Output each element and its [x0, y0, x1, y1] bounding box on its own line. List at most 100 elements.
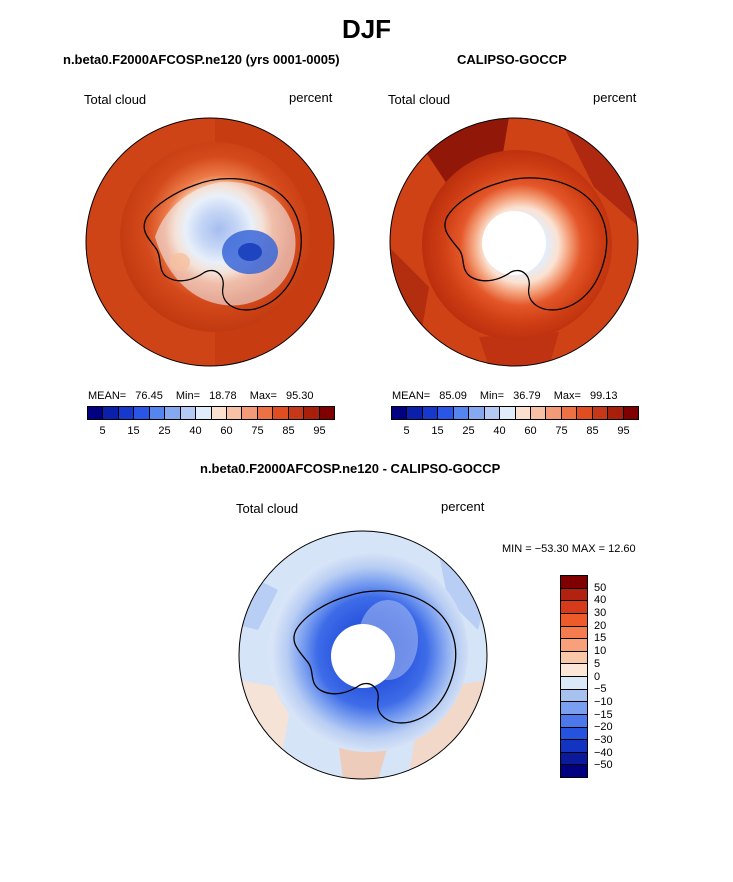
model-colorbar-swatch: [148, 407, 165, 419]
obs-colorbar-tick-label: 15: [431, 425, 444, 437]
obs-polar-map: [389, 117, 639, 367]
model-polar-map: [85, 117, 335, 367]
diff-colorbar-tick-label: 40: [594, 594, 607, 607]
obs-colorbar-swatch: [622, 407, 638, 419]
model-colorbar-swatch: [272, 407, 288, 419]
diff-colorbar-tick-label: 30: [594, 607, 607, 620]
model-min-value: 18.78: [209, 390, 237, 402]
obs-colorbar-tick-label: 85: [586, 425, 599, 437]
model-colorbar-swatch: [318, 407, 334, 419]
obs-min-value: 36.79: [513, 390, 541, 402]
model-colorbar-swatch: [287, 407, 304, 419]
diff-colorbar-tick-label: −30: [594, 733, 613, 746]
obs-max-label: Max=: [553, 390, 581, 402]
obs-mean-label: MEAN=: [392, 390, 431, 402]
obs-colorbar-swatch: [514, 407, 530, 419]
diff-colorbar-swatch: [561, 713, 587, 727]
model-colorbar: [87, 406, 335, 420]
model-stats: MEAN= 76.45 Min= 18.78 Max= 95.30: [88, 390, 314, 402]
obs-variable-label: Total cloud: [388, 92, 451, 107]
diff-colorbar-tick-label: 5: [594, 657, 601, 670]
model-colorbar-swatch: [133, 407, 149, 419]
diff-colorbar-swatch: [561, 688, 587, 702]
model-colorbar-swatch: [102, 407, 118, 419]
obs-colorbar-tick-label: 75: [555, 425, 568, 437]
diff-colorbar-swatch: [561, 625, 587, 639]
diff-panel-title: n.beta0.F2000AFCOSP.ne120 - CALIPSO-GOCC…: [200, 461, 501, 476]
model-colorbar-swatch: [241, 407, 257, 419]
model-panel-title: n.beta0.F2000AFCOSP.ne120 (yrs 0001-0005…: [63, 52, 340, 67]
obs-colorbar-swatch: [468, 407, 484, 419]
model-colorbar-swatch: [164, 407, 180, 419]
obs-colorbar-swatch: [406, 407, 422, 419]
model-colorbar-swatch: [225, 407, 242, 419]
diff-colorbar-tick-label: −50: [594, 759, 613, 772]
diff-colorbar-tick-label: −15: [594, 708, 613, 721]
obs-colorbar-swatch: [576, 407, 592, 419]
diff-polar-map: [238, 530, 488, 780]
model-colorbar-tick-label: 5: [99, 425, 106, 437]
obs-colorbar-swatch: [452, 407, 469, 419]
diff-colorbar-swatch: [561, 638, 587, 651]
obs-missing-data-hole: [482, 211, 546, 275]
model-colorbar-tick-label: 75: [251, 425, 264, 437]
diff-colorbar-swatch: [561, 612, 587, 626]
diff-colorbar-swatch: [561, 701, 587, 714]
diff-colorbar-tick-label: 15: [594, 632, 607, 645]
model-colorbar-tick-label: 95: [313, 425, 326, 437]
diff-colorbar-tick-label: −10: [594, 695, 613, 708]
diff-antarctica-coastline: [293, 590, 457, 724]
diff-variable-label: Total cloud: [236, 501, 299, 516]
model-colorbar-swatch: [117, 407, 134, 419]
diff-colorbar-tick-label: −40: [594, 746, 613, 759]
diff-units-label: percent: [441, 499, 485, 514]
obs-colorbar-swatch: [591, 407, 608, 419]
diff-missing-data-hole: [331, 624, 395, 688]
diff-colorbar-swatch: [561, 650, 587, 664]
model-colorbar-tick-label: 25: [158, 425, 171, 437]
obs-colorbar-swatch: [560, 407, 577, 419]
obs-colorbar-tick-label: 5: [403, 425, 410, 437]
obs-stats: MEAN= 85.09 Min= 36.79 Max= 99.13: [392, 390, 618, 402]
model-colorbar-tick-label: 40: [189, 425, 202, 437]
diff-colorbar-swatch: [561, 726, 587, 740]
model-colorbar-swatch: [195, 407, 211, 419]
model-map-border: [85, 117, 335, 367]
obs-colorbar-swatch: [437, 407, 453, 419]
diff-colorbar-tick-label: 10: [594, 645, 607, 658]
model-colorbar-swatch: [303, 407, 319, 419]
model-colorbar-tick-label: 60: [220, 425, 233, 437]
diff-colorbar-tick-label: 50: [594, 581, 607, 594]
obs-colorbar-swatch: [499, 407, 515, 419]
model-min-label: Min=: [175, 390, 201, 402]
diff-colorbar-swatch: [561, 676, 587, 689]
obs-colorbar-swatch: [545, 407, 561, 419]
model-max-label: Max=: [249, 390, 277, 402]
obs-map-border: [389, 117, 639, 367]
diff-colorbar-swatch: [561, 576, 587, 588]
diff-colorbar-tick-label: 20: [594, 619, 607, 632]
model-antarctica-coastline: [143, 177, 302, 311]
obs-colorbar-swatch: [529, 407, 546, 419]
diff-map-border: [238, 530, 488, 780]
model-colorbar-tick-label: 15: [127, 425, 140, 437]
diff-colorbar-tick-label: −20: [594, 721, 613, 734]
diff-colorbar-swatch: [561, 764, 587, 777]
diff-colorbar-swatch: [561, 663, 587, 676]
obs-max-value: 99.13: [589, 390, 618, 402]
obs-colorbar-swatch: [421, 407, 438, 419]
diff-colorbar: [560, 575, 588, 778]
obs-min-label: Min=: [479, 390, 505, 402]
model-mean-label: MEAN=: [88, 390, 127, 402]
diff-colorbar-swatch: [561, 739, 587, 752]
obs-colorbar-swatch: [483, 407, 500, 419]
diff-minmax-text: MIN = −53.30 MAX = 12.60: [502, 543, 636, 555]
obs-colorbar-tick-label: 25: [462, 425, 475, 437]
model-variable-label: Total cloud: [84, 92, 147, 107]
model-max-value: 95.30: [285, 390, 314, 402]
obs-antarctica-coastline: [444, 177, 608, 311]
obs-colorbar: [391, 406, 639, 420]
obs-mean-value: 85.09: [439, 390, 467, 402]
model-colorbar-swatch: [179, 407, 196, 419]
model-colorbar-swatch: [210, 407, 226, 419]
